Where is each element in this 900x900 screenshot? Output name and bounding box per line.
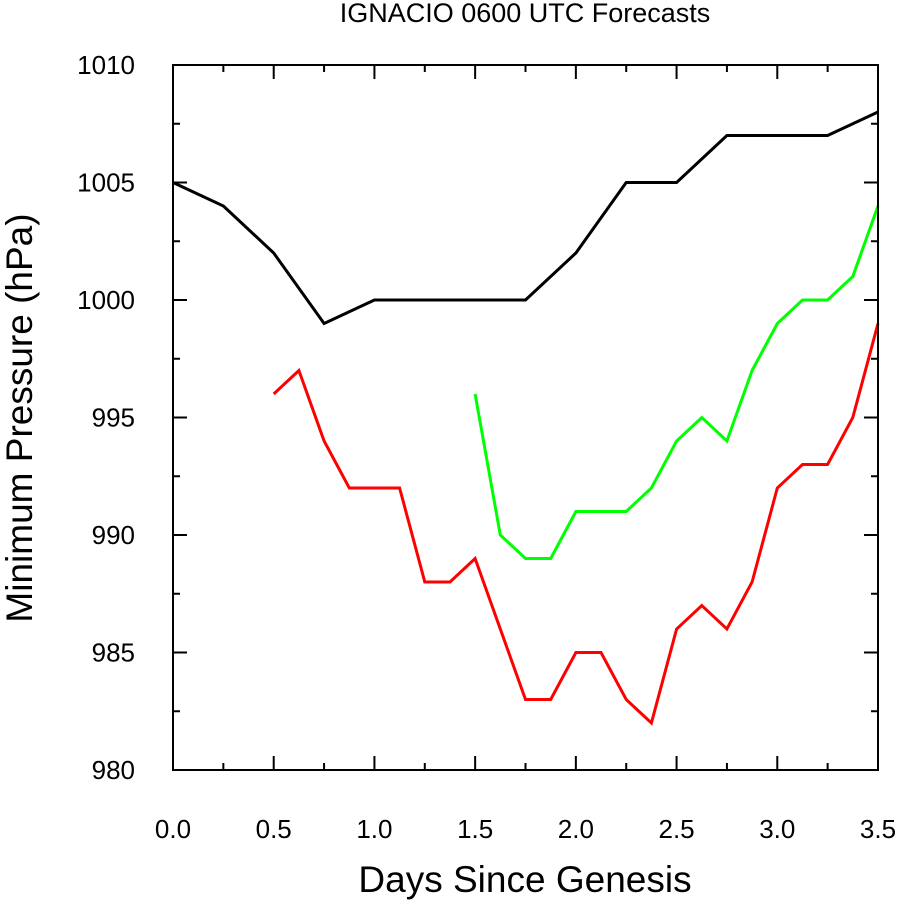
y-axis-label: Minimum Pressure (hPa)	[0, 213, 40, 622]
x-tick-label: 2.0	[558, 814, 594, 844]
series-line-1	[172, 110, 879, 326]
y-tick-label: 990	[92, 520, 135, 550]
y-tick-label: 1010	[77, 50, 135, 80]
plot-frame	[172, 64, 879, 771]
series-line-3	[473, 205, 880, 560]
x-axis-label: Days Since Genesis	[358, 859, 691, 900]
y-tick-label: 1000	[77, 285, 135, 315]
tick-label-layer: 0.0 0.5 1.0 1.5 2.0 2.5 3.0 3.5 980 985 990 995 1000…	[77, 50, 896, 844]
chart-title: IGNACIO 0600 UTC Forecasts	[340, 0, 711, 28]
y-tick-label: 1005	[77, 168, 135, 198]
y-tick-label: 985	[92, 638, 135, 668]
x-tick-label: 2.5	[658, 814, 694, 844]
y-tick-label: 980	[92, 755, 135, 785]
series-layer	[172, 110, 880, 726]
x-tick-label: 3.5	[860, 814, 896, 844]
x-tick-label: 0.5	[256, 814, 292, 844]
x-tick-label: 1.5	[457, 814, 493, 844]
x-tick-label: 3.0	[759, 814, 795, 844]
x-tick-label: 1.0	[356, 814, 392, 844]
y-tick-label: 995	[92, 403, 135, 433]
tick-layer	[172, 64, 879, 771]
series-line-2	[272, 323, 880, 726]
x-tick-label: 0.0	[155, 814, 191, 844]
